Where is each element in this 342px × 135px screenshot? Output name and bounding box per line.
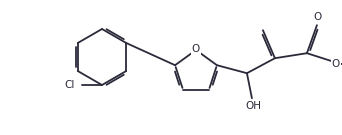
Text: O: O — [192, 44, 200, 54]
Text: OH: OH — [245, 101, 261, 111]
Text: Cl: Cl — [65, 80, 75, 90]
Text: O: O — [332, 59, 340, 69]
Text: O: O — [314, 12, 322, 22]
